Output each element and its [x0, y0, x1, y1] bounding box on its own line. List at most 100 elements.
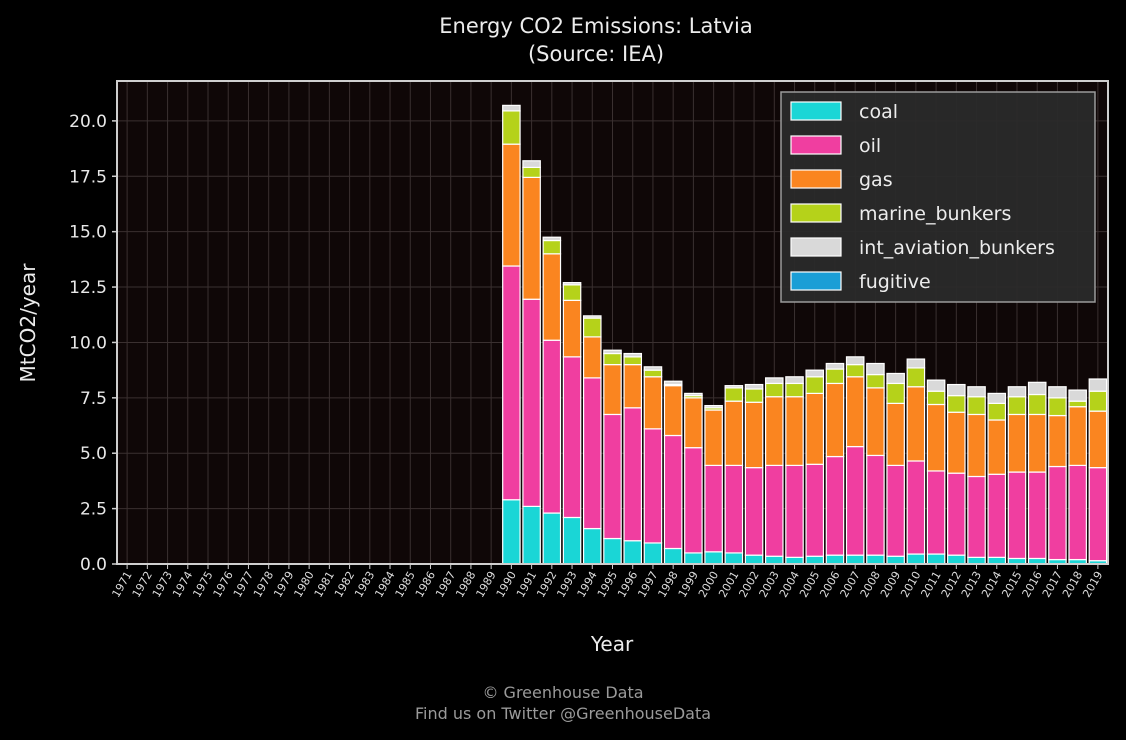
bar-coal-2010	[906, 553, 926, 565]
bar-marine_bunkers-1997	[643, 369, 663, 378]
bar-oil-2012	[947, 472, 966, 556]
bar-int_aviation_bunkers-1998	[663, 380, 683, 386]
bar-gas-2008	[866, 387, 885, 457]
bar-marine_bunkers-2016	[1027, 393, 1047, 416]
footer-copyright: © Greenhouse Data	[482, 683, 644, 702]
bar-oil-1996	[623, 407, 643, 542]
x-tick-label: 1997	[635, 569, 660, 600]
y-tick-label: 17.5	[69, 167, 107, 187]
bar-marine_bunkers-1994	[582, 317, 602, 338]
bar-oil-2016	[1027, 471, 1047, 560]
x-tick-label: 2003	[757, 569, 782, 600]
bar-marine_bunkers-2012	[947, 395, 966, 413]
bar-marine_bunkers-1995	[603, 352, 622, 366]
bar-int_aviation_bunkers-2018	[1068, 389, 1087, 402]
x-tick-label: 2015	[999, 569, 1024, 600]
legend-label-marine_bunkers: marine_bunkers	[859, 203, 1011, 225]
bar-int_aviation_bunkers-2004	[785, 376, 804, 385]
bar-int_aviation_bunkers-2009	[886, 372, 905, 385]
bar-marine_bunkers-2009	[886, 382, 905, 404]
x-tick-label: 1994	[575, 569, 600, 600]
bar-coal-2009	[886, 555, 905, 565]
bar-gas-1995	[603, 363, 622, 416]
x-tick-label: 2007	[838, 569, 863, 600]
x-tick-label: 1974	[170, 569, 195, 600]
x-tick-label: 1979	[271, 569, 296, 600]
bar-coal-2007	[845, 554, 865, 565]
bar-coal-2003	[764, 555, 784, 565]
bar-gas-2013	[967, 413, 986, 478]
x-tick-label: 1983	[352, 569, 377, 600]
bar-oil-2004	[785, 464, 804, 558]
x-tick-label: 1971	[109, 569, 134, 600]
y-tick-label: 0.0	[80, 555, 107, 575]
x-tick-label: 1993	[554, 569, 579, 600]
legend-swatch-coal	[790, 101, 842, 121]
bar-int_aviation_bunkers-2012	[947, 383, 966, 397]
bar-oil-2001	[724, 464, 744, 554]
bar-gas-2000	[704, 409, 723, 467]
bar-coal-2006	[825, 554, 845, 565]
bar-int_aviation_bunkers-1997	[643, 366, 663, 371]
bar-coal-2002	[744, 554, 764, 565]
bar-oil-2000	[704, 464, 723, 553]
x-tick-label: 2019	[1080, 569, 1105, 600]
x-tick-label: 2014	[979, 569, 1004, 600]
legend-swatch-oil	[790, 135, 842, 155]
footer-twitter: Find us on Twitter @GreenhouseData	[414, 704, 712, 723]
legend-label-coal: coal	[859, 101, 898, 123]
bar-gas-2012	[947, 411, 966, 474]
chart-subtitle: (Source: IEA)	[528, 42, 664, 66]
bar-int_aviation_bunkers-1991	[522, 160, 541, 169]
bar-int_aviation_bunkers-1993	[562, 282, 582, 286]
bar-oil-2018	[1068, 464, 1087, 561]
bar-oil-1990	[502, 265, 521, 501]
bar-gas-2018	[1068, 406, 1087, 467]
y-tick-label: 10.0	[69, 333, 107, 353]
bar-int_aviation_bunkers-2019	[1088, 378, 1108, 392]
bar-oil-2017	[1048, 465, 1067, 561]
bar-marine_bunkers-2008	[866, 373, 885, 389]
x-tick-label: 2002	[736, 569, 761, 600]
bar-oil-1999	[684, 447, 703, 554]
y-axis-label: MtCO2/year	[16, 263, 40, 383]
x-tick-label: 2018	[1060, 569, 1085, 600]
bar-coal-2008	[866, 554, 885, 565]
legend-label-oil: oil	[859, 135, 881, 157]
bar-gas-2001	[724, 400, 744, 467]
y-tick-label: 5.0	[80, 444, 107, 464]
y-tick-label: 15.0	[69, 223, 107, 243]
y-tick-label: 7.5	[80, 389, 107, 409]
bar-gas-1998	[663, 385, 683, 437]
bar-int_aviation_bunkers-2017	[1048, 386, 1067, 399]
bar-int_aviation_bunkers-2016	[1027, 381, 1047, 396]
bar-gas-2004	[785, 396, 804, 467]
bar-gas-1993	[562, 299, 582, 358]
bar-gas-1991	[522, 176, 541, 300]
bar-gas-1994	[582, 336, 602, 379]
bar-gas-1997	[643, 376, 663, 430]
legend-swatch-gas	[790, 169, 842, 189]
bar-gas-1990	[502, 143, 521, 267]
x-tick-label: 1986	[413, 569, 438, 600]
x-tick-label: 1991	[514, 569, 539, 600]
x-tick-label: 1978	[251, 569, 276, 600]
bar-coal-1998	[663, 547, 683, 565]
y-tick-label: 2.5	[80, 500, 107, 520]
bar-coal-2011	[926, 553, 946, 565]
bar-int_aviation_bunkers-2008	[866, 362, 885, 376]
bar-marine_bunkers-2005	[805, 376, 825, 394]
bar-oil-2013	[967, 475, 986, 558]
bar-coal-1993	[562, 516, 582, 565]
x-tick-label: 1980	[291, 569, 316, 600]
x-tick-label: 1989	[473, 569, 498, 600]
x-tick-label: 1988	[453, 569, 478, 600]
x-ticks: 1971197219731974197519761977197819791980…	[109, 564, 1105, 600]
y-tick-label: 12.5	[69, 278, 107, 298]
bar-int_aviation_bunkers-2010	[906, 358, 926, 369]
bar-gas-2014	[987, 419, 1007, 475]
bar-marine_bunkers-2002	[744, 388, 764, 403]
x-tick-label: 2006	[817, 569, 842, 600]
legend-swatch-marine_bunkers	[790, 203, 842, 223]
